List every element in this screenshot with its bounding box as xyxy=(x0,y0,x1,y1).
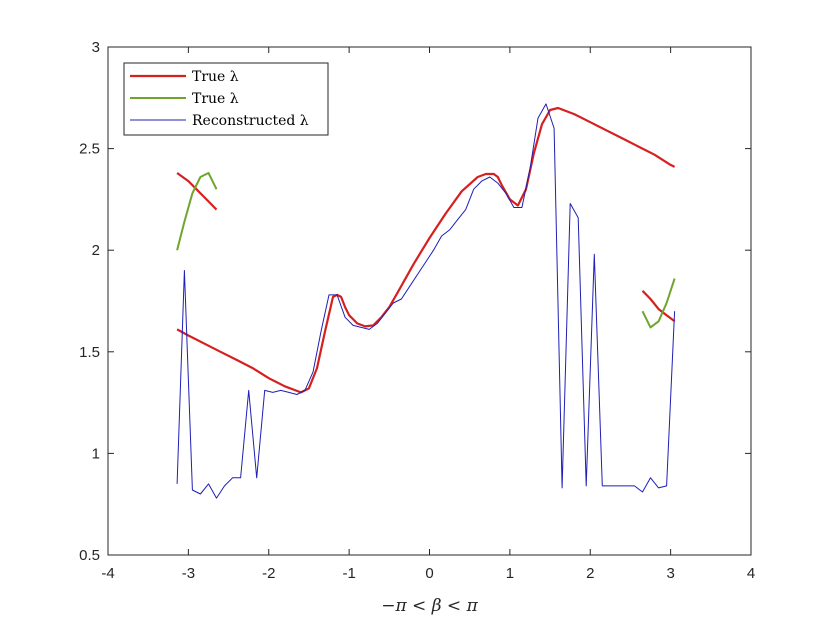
x-tick-label: 3 xyxy=(666,565,674,582)
x-tick-label: 2 xyxy=(586,565,594,582)
y-tick-label: 1.5 xyxy=(79,344,100,361)
x-tick-label: 1 xyxy=(506,565,514,582)
x-axis-label: −π < β < π xyxy=(381,596,478,616)
series-2-segment-0 xyxy=(176,103,676,499)
x-tick-label: -3 xyxy=(182,565,195,582)
axis-ticks: -4 -3 -2 -1 0 1 2 3 4 0.5 1 1.5 2 2.5 3 xyxy=(79,39,755,582)
y-tick-label: 1 xyxy=(92,445,100,462)
legend-label: True λ xyxy=(192,91,239,107)
series-0-segment-1 xyxy=(176,106,676,394)
x-tick-label: -4 xyxy=(101,565,114,582)
y-tick-label: 3 xyxy=(92,39,100,56)
series-1-segment-0 xyxy=(176,172,218,251)
x-tick-label: -1 xyxy=(342,565,355,582)
legend: True λ True λ Reconstructed λ xyxy=(123,62,329,136)
x-tick-label: -2 xyxy=(262,565,275,582)
plot-lines xyxy=(176,103,676,499)
series-0-segment-0 xyxy=(176,172,218,211)
x-tick-label: 4 xyxy=(747,565,755,582)
legend-label: True λ xyxy=(192,69,239,85)
series-1-segment-1 xyxy=(641,278,676,329)
y-tick-label: 2 xyxy=(92,242,100,259)
y-tick-label: 2.5 xyxy=(79,141,100,158)
y-tick-label: 0.5 xyxy=(79,547,100,564)
series-0-segment-2 xyxy=(641,290,676,323)
legend-label: Reconstructed λ xyxy=(192,113,309,129)
x-tick-label: 0 xyxy=(425,565,433,582)
